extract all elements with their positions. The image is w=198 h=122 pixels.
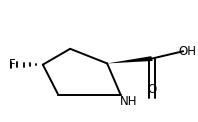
Text: F: F — [9, 58, 16, 71]
Polygon shape — [107, 56, 153, 63]
Text: NH: NH — [120, 95, 137, 108]
Text: O: O — [147, 83, 157, 96]
Text: OH: OH — [178, 45, 196, 58]
